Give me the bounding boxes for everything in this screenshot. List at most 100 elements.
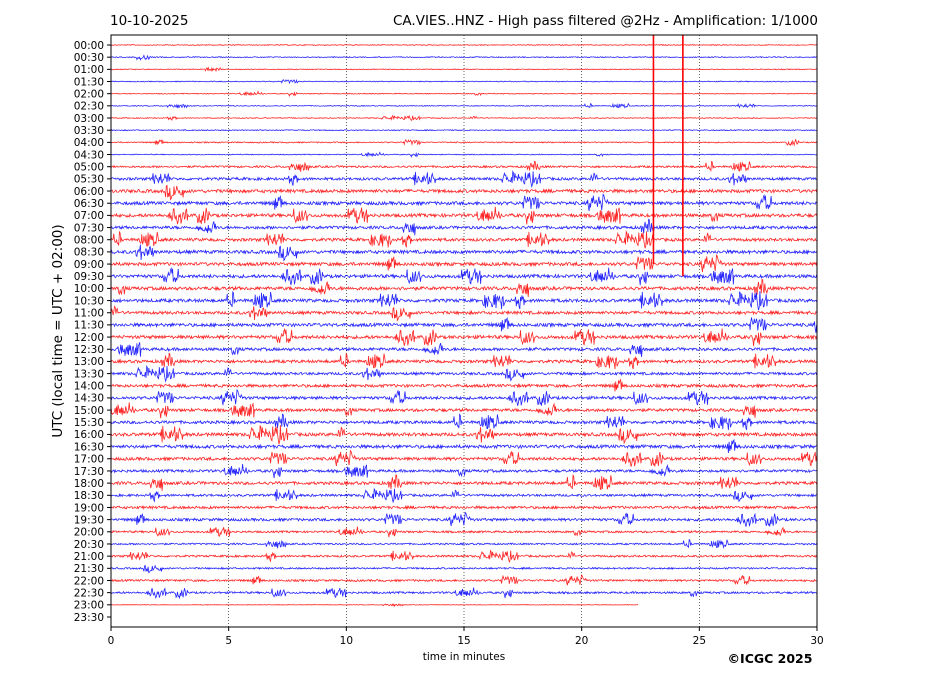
y-tick-label: 09:30: [74, 271, 104, 283]
grid-lines: [228, 35, 700, 627]
copyright: ©ICGC 2025: [728, 651, 813, 666]
trace-row-1230: [110, 342, 817, 358]
y-tick-label: 13:30: [74, 368, 104, 380]
trace-row-0400: [110, 138, 817, 147]
trace-row-0330: [110, 129, 817, 132]
y-tick-label: 21:30: [74, 563, 104, 575]
y-tick-label: 20:30: [74, 539, 104, 551]
trace-row-1100: [110, 305, 817, 322]
y-axis-label: UTC (local time = UTC + 02:00): [50, 224, 66, 437]
trace-row-1330: [110, 364, 817, 383]
y-tick-label: 05:00: [74, 162, 104, 174]
y-tick-label: 12:00: [74, 332, 104, 344]
trace-row-2130: [110, 564, 817, 574]
trace-row-1200: [110, 327, 817, 347]
y-tick-label: 07:30: [74, 222, 104, 234]
trace-row-0630: [110, 193, 817, 212]
y-tick-label: 22:30: [74, 587, 104, 599]
y-tick-label: 05:30: [74, 174, 104, 186]
y-tick-label: 19:00: [74, 502, 104, 514]
y-tick-label: 10:30: [74, 295, 104, 307]
y-tick-label: 23:00: [74, 600, 104, 612]
y-tick-label: 01:00: [74, 64, 104, 76]
trace-row-1530: [110, 413, 817, 431]
y-tick-label: 18:00: [74, 478, 104, 490]
trace-row-2230: [110, 587, 817, 600]
trace-row-2030: [110, 538, 817, 549]
y-tick-label: 09:00: [74, 259, 104, 271]
trace-row-0830: [110, 244, 817, 262]
trace-row-0030: [110, 54, 817, 61]
y-tick-label: 00:30: [74, 52, 104, 64]
x-tick-label: 20: [575, 635, 588, 647]
trace-row-0300: [110, 114, 817, 122]
y-tick-label: 04:30: [74, 149, 104, 161]
y-tick-label: 04:00: [74, 137, 104, 149]
trace-row-0230: [110, 102, 817, 109]
trace-row-1130: [110, 316, 817, 333]
y-tick-label: 14:30: [74, 393, 104, 405]
trace-row-0930: [110, 267, 817, 286]
trace-row-0530: [110, 170, 817, 189]
y-tick-label: 02:00: [74, 88, 104, 100]
y-tick-label: 06:30: [74, 198, 104, 210]
y-tick-label: 16:30: [74, 441, 104, 453]
chart-date-title: 10-10-2025: [110, 13, 188, 29]
y-tick-label: 08:30: [74, 247, 104, 259]
y-tick-label: 16:00: [74, 429, 104, 441]
trace-row-1700: [110, 449, 817, 467]
x-tick-label: 15: [457, 635, 470, 647]
trace-row-1730: [110, 464, 817, 479]
y-tick-label: 12:30: [74, 344, 104, 356]
y-tick-label: 22:00: [74, 575, 104, 587]
trace-row-0730: [110, 218, 817, 236]
y-tick-label: 08:00: [74, 235, 104, 247]
y-tick-label: 14:00: [74, 381, 104, 393]
plot-frame: [110, 34, 818, 628]
y-tick-label: 03:00: [74, 113, 104, 125]
y-tick-label: 10:00: [74, 283, 104, 295]
y-tick-label: 03:30: [74, 125, 104, 137]
trace-row-0430: [110, 151, 817, 158]
x-tick-label: 30: [810, 635, 823, 647]
y-tick-label: 17:30: [74, 466, 104, 478]
trace-row-2000: [110, 526, 817, 538]
trace-row-1630: [110, 438, 817, 454]
chart-title: CA.VIES..HNZ - High pass filtered @2Hz -…: [393, 13, 818, 29]
event-spikes: [652, 35, 684, 277]
trace-row-1030: [110, 290, 817, 311]
x-axis-label: time in minutes: [423, 651, 505, 663]
trace-row-0000: [110, 43, 817, 46]
trace-row-1400: [110, 378, 817, 392]
y-tick-label: 15:30: [74, 417, 104, 429]
y-tick-label: 20:00: [74, 527, 104, 539]
trace-row-2100: [110, 549, 817, 564]
y-tick-label: 11:30: [74, 320, 104, 332]
y-tick-label: 21:00: [74, 551, 104, 563]
trace-row-1500: [110, 402, 817, 419]
y-tick-label: 17:00: [74, 454, 104, 466]
y-tick-label: 07:00: [74, 210, 104, 222]
y-tick-label: 18:30: [74, 490, 104, 502]
y-tick-label: 01:30: [74, 76, 104, 88]
x-tick-label: 5: [225, 635, 232, 647]
trace-row-1800: [110, 474, 817, 491]
trace-row-0200: [110, 90, 817, 97]
trace-row-1900: [110, 504, 817, 511]
trace-row-1830: [110, 487, 817, 504]
trace-row-1430: [110, 388, 817, 406]
trace-row-1000: [110, 278, 817, 298]
trace-row-0500: [110, 160, 817, 173]
y-tick-label: 00:00: [74, 40, 104, 52]
y-tick-label: 11:00: [74, 308, 104, 320]
y-tick-label: 13:00: [74, 356, 104, 368]
trace-rows: [110, 43, 817, 608]
x-tick-label: 10: [340, 635, 353, 647]
trace-row-0800: [110, 230, 817, 249]
x-tick-label: 25: [693, 635, 706, 647]
x-tick-label: 0: [108, 635, 115, 647]
trace-row-2300: [110, 603, 639, 608]
trace-row-0900: [110, 253, 817, 273]
trace-row-0700: [110, 206, 817, 225]
